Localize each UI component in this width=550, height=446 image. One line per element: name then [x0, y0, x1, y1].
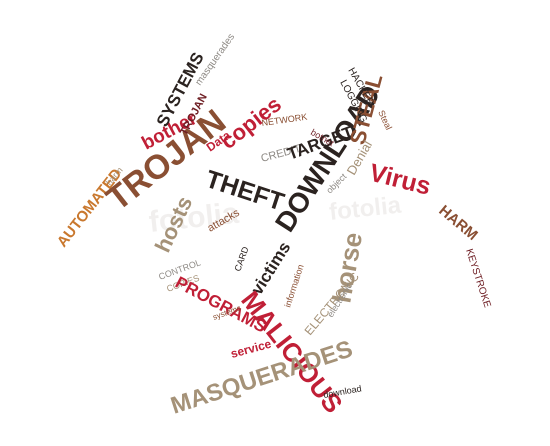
word-harm: HARM	[435, 202, 480, 244]
svg-text:fotolia: fotolia	[328, 192, 403, 226]
word-service: service	[229, 337, 273, 361]
word-card: CARD	[232, 245, 250, 273]
word-keystroke: KEYSTROKE	[463, 248, 492, 310]
word-steal-small: Steal	[376, 109, 394, 132]
word-information: information	[282, 263, 305, 308]
watermark: fotolia fotolia	[147, 192, 403, 239]
